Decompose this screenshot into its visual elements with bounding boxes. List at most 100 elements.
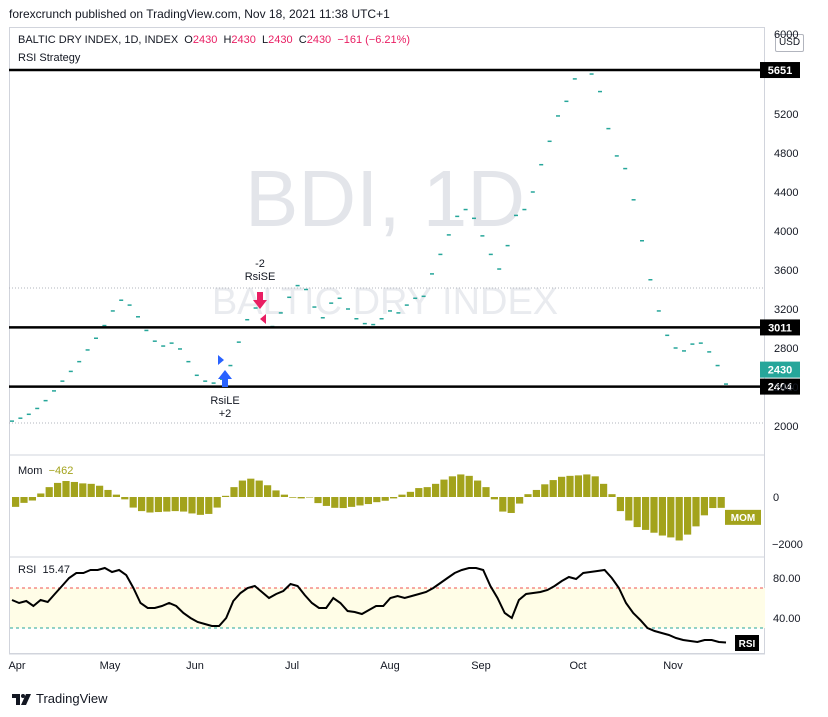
long-signal-label: RsiLE <box>210 395 239 407</box>
long-signal-qty: +2 <box>219 408 232 420</box>
close-value: 2430 <box>306 34 332 46</box>
short-signal-qty: -2 <box>255 258 265 270</box>
mom-bar <box>709 497 717 509</box>
level-badge-label: 5651 <box>768 65 792 77</box>
mom-bar <box>154 497 162 513</box>
long-arrow-icon <box>218 370 232 387</box>
price-axis[interactable]: 2000 2400 2800 3200 3600 4000 4400 4800 5200 6000 <box>774 29 798 433</box>
mom-bar <box>591 476 599 497</box>
mom-bar <box>146 497 154 513</box>
long-signal[interactable]: RsiLE +2 <box>210 355 240 420</box>
mom-bar <box>196 497 204 515</box>
momentum-axis[interactable]: 0 −2000 MOM <box>725 492 803 551</box>
mom-bar <box>247 478 255 497</box>
watermark-ticker: BDI, 1D <box>245 154 525 243</box>
mom-bar <box>230 487 238 497</box>
mom-bar <box>297 497 305 499</box>
rsi-band-fill <box>10 588 765 628</box>
mom-bar <box>516 497 524 504</box>
mom-bar <box>280 494 288 497</box>
rsi-badge <box>735 635 759 651</box>
mom-bar <box>331 497 339 508</box>
mom-bar <box>432 483 440 497</box>
low-value: 2430 <box>268 34 293 46</box>
time-tick-label: Jul <box>285 660 299 672</box>
mom-bar <box>406 491 414 497</box>
mom-bar <box>448 476 456 497</box>
rsi-series <box>11 566 727 644</box>
mom-bar <box>62 481 70 497</box>
last-price-label: 2430 <box>768 365 792 377</box>
rsi-last-value: 15.47 <box>42 564 70 576</box>
strategy-label[interactable]: RSI Strategy <box>18 52 81 64</box>
mom-bar <box>625 497 633 521</box>
mom-bar <box>600 483 608 497</box>
rsi-axis[interactable]: 80.00 40.00 RSI <box>735 573 801 651</box>
open-label: O <box>184 34 193 46</box>
time-tick-label: Oct <box>569 660 586 672</box>
symbol-legend[interactable]: BALTIC DRY INDEX, 1D, INDEX O2430 H2430 … <box>18 34 410 46</box>
mom-bar <box>129 497 137 508</box>
mom-bar <box>322 497 330 506</box>
mom-bar <box>272 490 280 497</box>
mom-bar <box>180 497 188 512</box>
rsi-line <box>11 566 727 644</box>
mom-bar <box>188 497 196 514</box>
price-tick-label: 4800 <box>774 148 798 160</box>
mom-badge <box>725 509 761 525</box>
mom-bar <box>104 489 112 497</box>
rsi-tick-label: 80.00 <box>773 573 801 585</box>
high-value: 2430 <box>231 34 256 46</box>
rsi-tick-label: 40.00 <box>773 613 801 625</box>
short-entry-marker-icon <box>260 314 266 324</box>
mom-bar <box>54 482 62 497</box>
mom-badge-label: MOM <box>731 513 755 524</box>
mom-bar <box>205 497 213 514</box>
mom-bar <box>524 494 532 497</box>
publisher-caption: forexcrunch published on TradingView.com… <box>9 7 390 21</box>
mom-bar <box>642 497 650 530</box>
mom-bar <box>490 497 498 500</box>
currency-button[interactable]: USD <box>775 34 804 52</box>
mom-bar <box>482 487 490 497</box>
time-axis[interactable]: Apr May Jun Jul Aug Sep Oct Nov <box>8 660 683 672</box>
rsi-legend[interactable]: RSI 15.47 <box>18 564 70 576</box>
high-label: H <box>223 34 232 46</box>
mom-bar <box>415 488 423 497</box>
mom-last-value: −462 <box>48 465 74 477</box>
time-tick-label: Nov <box>663 660 683 672</box>
tradingview-logo-icon <box>12 693 31 705</box>
horizontal-levels[interactable]: 5651 3011 2404 2430 <box>9 62 800 395</box>
price-tick-label: 4400 <box>774 187 798 199</box>
mom-bar <box>398 494 406 497</box>
rsi-badge-label: RSI <box>739 639 756 650</box>
price-tick-label: 3200 <box>774 304 798 316</box>
tradingview-footer[interactable]: TradingView <box>12 691 108 706</box>
short-signal-label: RsiSE <box>245 271 276 283</box>
mom-bar <box>717 497 725 508</box>
mom-bar <box>37 493 45 497</box>
mom-bar <box>532 489 540 497</box>
open-value: 2430 <box>192 34 218 46</box>
mom-bar <box>70 481 78 497</box>
mom-bar <box>306 497 314 498</box>
short-signal[interactable]: -2 RsiSE <box>245 258 276 324</box>
mom-bar <box>314 497 322 504</box>
rsi-title: RSI <box>18 564 37 576</box>
price-series <box>10 69 728 422</box>
mom-bar <box>373 497 381 503</box>
mom-legend[interactable]: Mom −462 <box>18 465 73 477</box>
mom-bar <box>608 494 616 497</box>
last-price-badge <box>760 361 800 378</box>
mom-bar <box>255 480 263 497</box>
mom-bar <box>238 480 246 497</box>
mom-bar <box>616 497 624 512</box>
mom-bar <box>79 483 87 497</box>
symbol-name[interactable]: BALTIC DRY INDEX, 1D, INDEX <box>18 34 179 46</box>
mom-bar <box>423 487 431 497</box>
time-tick-label: Apr <box>8 660 25 672</box>
mom-bar <box>364 497 372 505</box>
mom-bar <box>474 480 482 497</box>
mom-bar <box>163 497 171 512</box>
